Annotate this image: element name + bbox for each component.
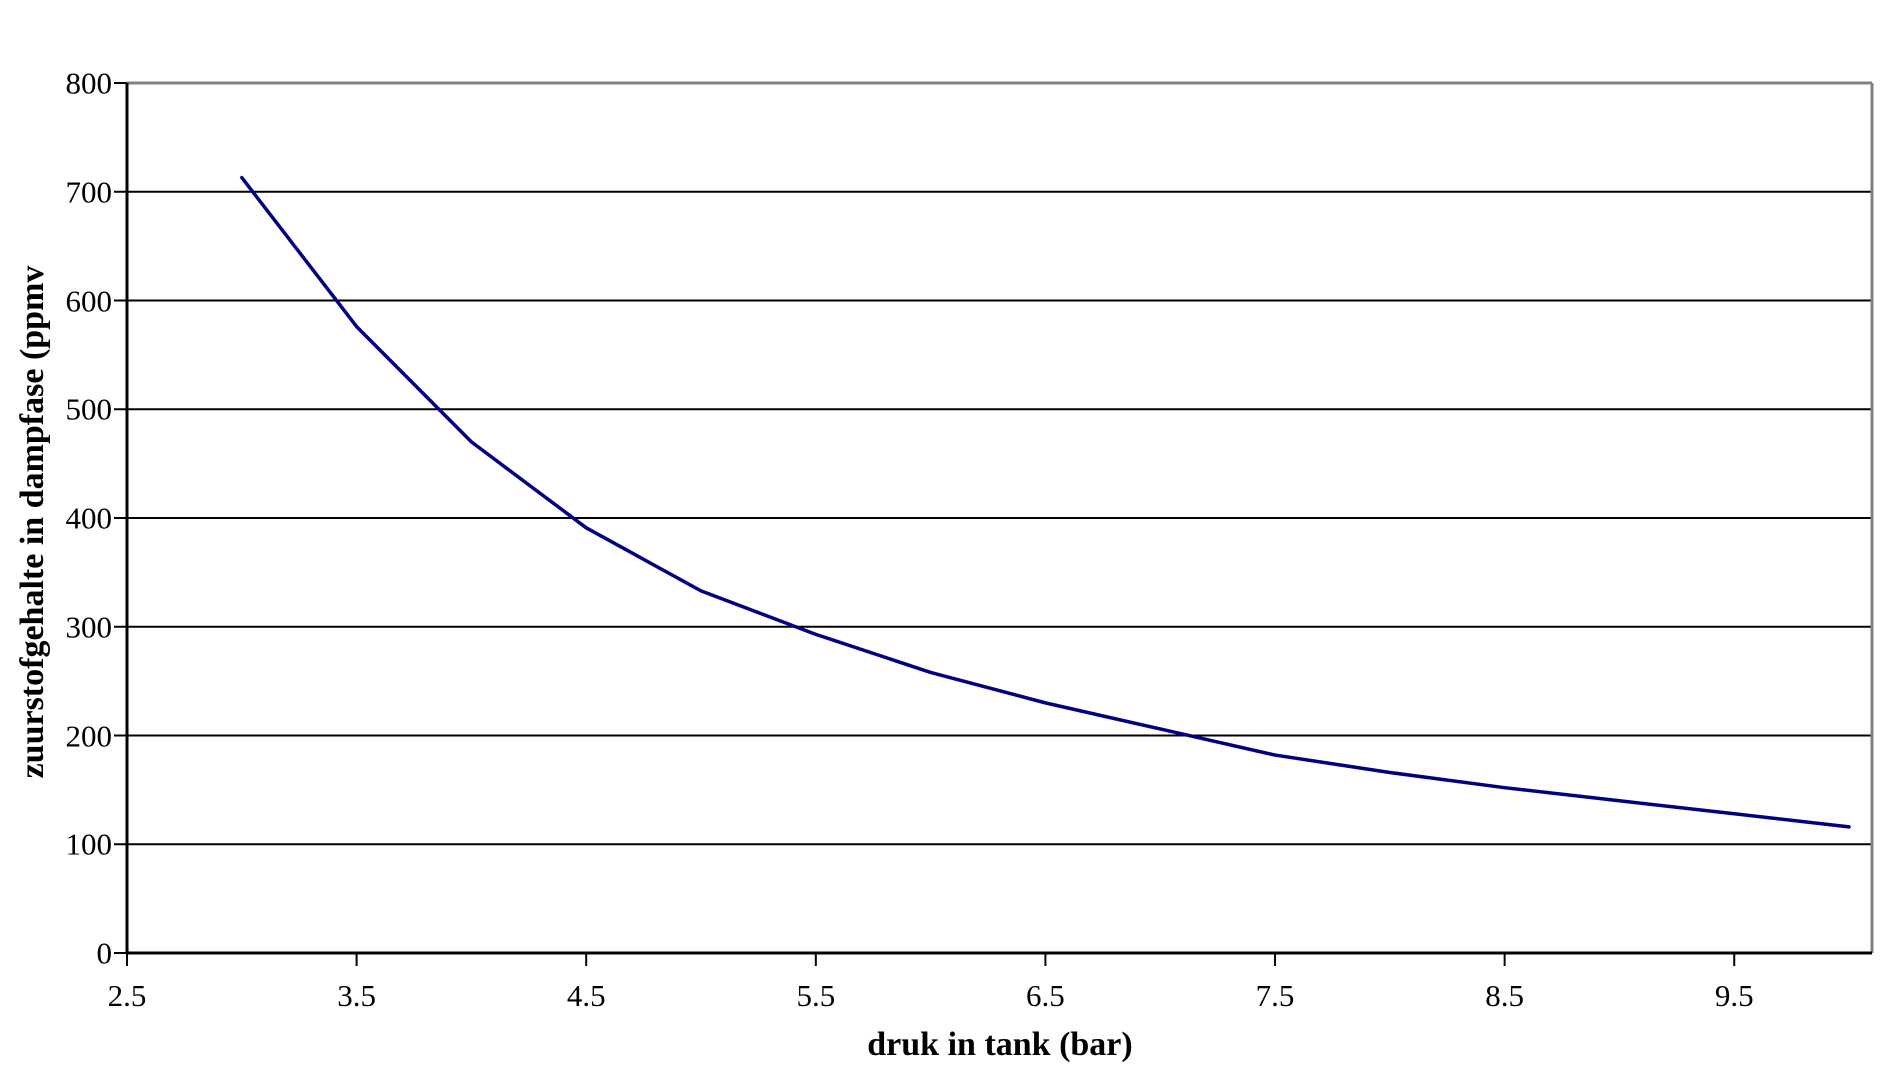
y-tick-label: 700 xyxy=(65,174,113,210)
y-tick-label: 100 xyxy=(65,826,113,862)
y-tick-label: 400 xyxy=(65,500,113,536)
y-tick-label: 600 xyxy=(65,283,113,318)
x-tick-label: 5.5 xyxy=(796,978,836,1013)
y-axis-title: zuurstofgehalte in dampfase (ppmv xyxy=(14,265,51,779)
y-tick-label: 500 xyxy=(65,391,113,427)
data-series-line xyxy=(240,175,1851,829)
x-tick-label: 7.5 xyxy=(1255,978,1295,1013)
y-tick-label: 300 xyxy=(65,609,113,645)
x-tick-label: 4.5 xyxy=(566,978,606,1013)
y-tick-label: 0 xyxy=(96,935,113,971)
x-tick-label: 6.5 xyxy=(1026,978,1065,1013)
y-tick-label: 800 xyxy=(65,65,113,101)
y-tick-label: 200 xyxy=(65,718,113,753)
x-tick-label: 9.5 xyxy=(1714,978,1754,1013)
x-axis-title: druk in tank (bar) xyxy=(867,1026,1133,1063)
x-tick-label: 8.5 xyxy=(1485,978,1524,1013)
x-tick-label: 3.5 xyxy=(337,978,376,1013)
x-tick-label: 2.5 xyxy=(107,978,147,1013)
